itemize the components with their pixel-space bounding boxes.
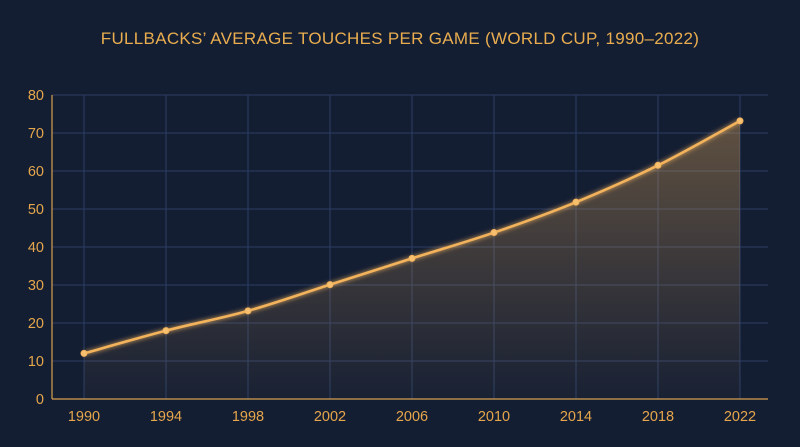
y-tick-label: 40 xyxy=(28,240,44,256)
y-tick-label: 10 xyxy=(28,354,44,370)
x-tick-label: 2018 xyxy=(642,409,674,425)
x-tick-label: 2014 xyxy=(560,409,592,425)
y-tick-label: 50 xyxy=(28,202,44,218)
x-tick-label: 1994 xyxy=(150,409,182,425)
x-tick-label: 2010 xyxy=(478,409,510,425)
data-point xyxy=(654,161,662,169)
y-tick-label: 0 xyxy=(36,392,44,408)
y-axis-tick-labels: 0 10 20 30 40 50 60 70 80 xyxy=(28,88,44,408)
data-point xyxy=(80,349,88,357)
x-axis-tick-labels: 1990 1994 1998 2002 2006 2010 2014 2018 2022 xyxy=(68,409,756,425)
axes xyxy=(51,95,768,400)
data-point xyxy=(572,198,580,206)
y-tick-label: 80 xyxy=(28,88,44,104)
series-layer xyxy=(80,117,744,357)
y-tick-label: 60 xyxy=(28,164,44,180)
y-tick-label: 70 xyxy=(28,126,44,142)
data-point xyxy=(408,254,416,262)
y-tick-label: 30 xyxy=(28,278,44,294)
data-point xyxy=(162,327,170,335)
data-point xyxy=(490,229,498,237)
y-tick-label: 20 xyxy=(28,316,44,332)
data-point xyxy=(326,281,334,289)
x-tick-label: 2006 xyxy=(396,409,428,425)
data-point xyxy=(244,307,252,315)
x-tick-label: 1998 xyxy=(232,409,264,425)
x-tick-label: 1990 xyxy=(68,409,100,425)
x-tick-label: 2022 xyxy=(724,409,756,425)
chart-title: FULLBACKS’ AVERAGE TOUCHES PER GAME (WOR… xyxy=(101,29,699,48)
x-tick-label: 2002 xyxy=(314,409,346,425)
data-point xyxy=(736,117,744,125)
